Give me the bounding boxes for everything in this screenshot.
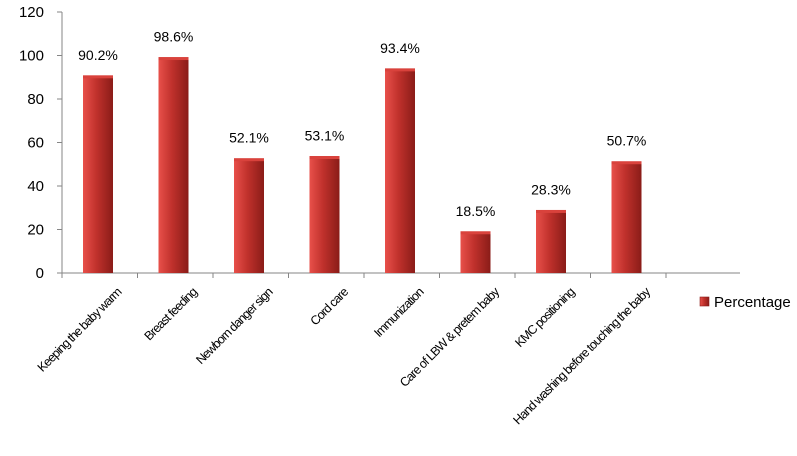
category-label: Immunization: [371, 285, 426, 340]
category-label: Breast feeding: [142, 285, 201, 344]
bar-top: [460, 231, 491, 235]
y-tick-label: 60: [27, 135, 44, 152]
data-label: 28.3%: [531, 181, 571, 197]
y-tick-label: 100: [19, 48, 44, 65]
bar-top: [385, 68, 415, 72]
bar: [158, 58, 189, 273]
y-tick-label: 40: [27, 178, 44, 195]
category-label: Keeping the baby warm: [35, 285, 125, 375]
data-label: 93.4%: [380, 40, 420, 56]
bar: [536, 211, 566, 273]
data-label: 98.6%: [154, 29, 194, 45]
category-label: Hand washing before touching the baby: [510, 284, 653, 427]
bar-top: [234, 158, 264, 162]
x-axis: [61, 272, 740, 278]
category-label: KMC positioning: [512, 285, 577, 350]
bar-top: [83, 75, 113, 79]
y-tick-label: 120: [19, 4, 44, 21]
legend-swatch: [699, 296, 710, 307]
y-tick-label: 80: [27, 91, 44, 108]
y-tick-label: 0: [36, 265, 44, 282]
y-axis: 0 20 40 60 80 100 120: [19, 4, 63, 282]
data-label: 53.1%: [305, 128, 345, 144]
bar: [385, 69, 415, 273]
data-label: 52.1%: [229, 130, 269, 146]
bar-top: [611, 161, 642, 165]
category-labels: Keeping the baby warm Breast feedingNewbo…: [35, 284, 654, 427]
legend: Percentage: [699, 294, 791, 311]
data-labels: 90.2% 98.6% 52.1% 53.1% 93.4% 18.5% 28.3% 50.7%: [78, 29, 646, 219]
data-label: 90.2%: [78, 47, 118, 63]
category-label: Cord care: [308, 285, 352, 329]
category-label: Newborn danger sign: [193, 285, 275, 367]
bar-top: [536, 209, 566, 213]
legend-label: Percentage: [714, 294, 791, 311]
bar-top: [309, 156, 340, 160]
bar: [309, 157, 340, 273]
y-tick-label: 20: [27, 222, 44, 239]
bar-top: [158, 57, 189, 61]
data-label: 18.5%: [456, 203, 496, 219]
data-label: 50.7%: [607, 133, 647, 149]
bar: [83, 76, 113, 273]
bars: [83, 57, 642, 273]
bar: [611, 162, 642, 273]
bar: [234, 159, 264, 273]
bar: [460, 232, 491, 273]
